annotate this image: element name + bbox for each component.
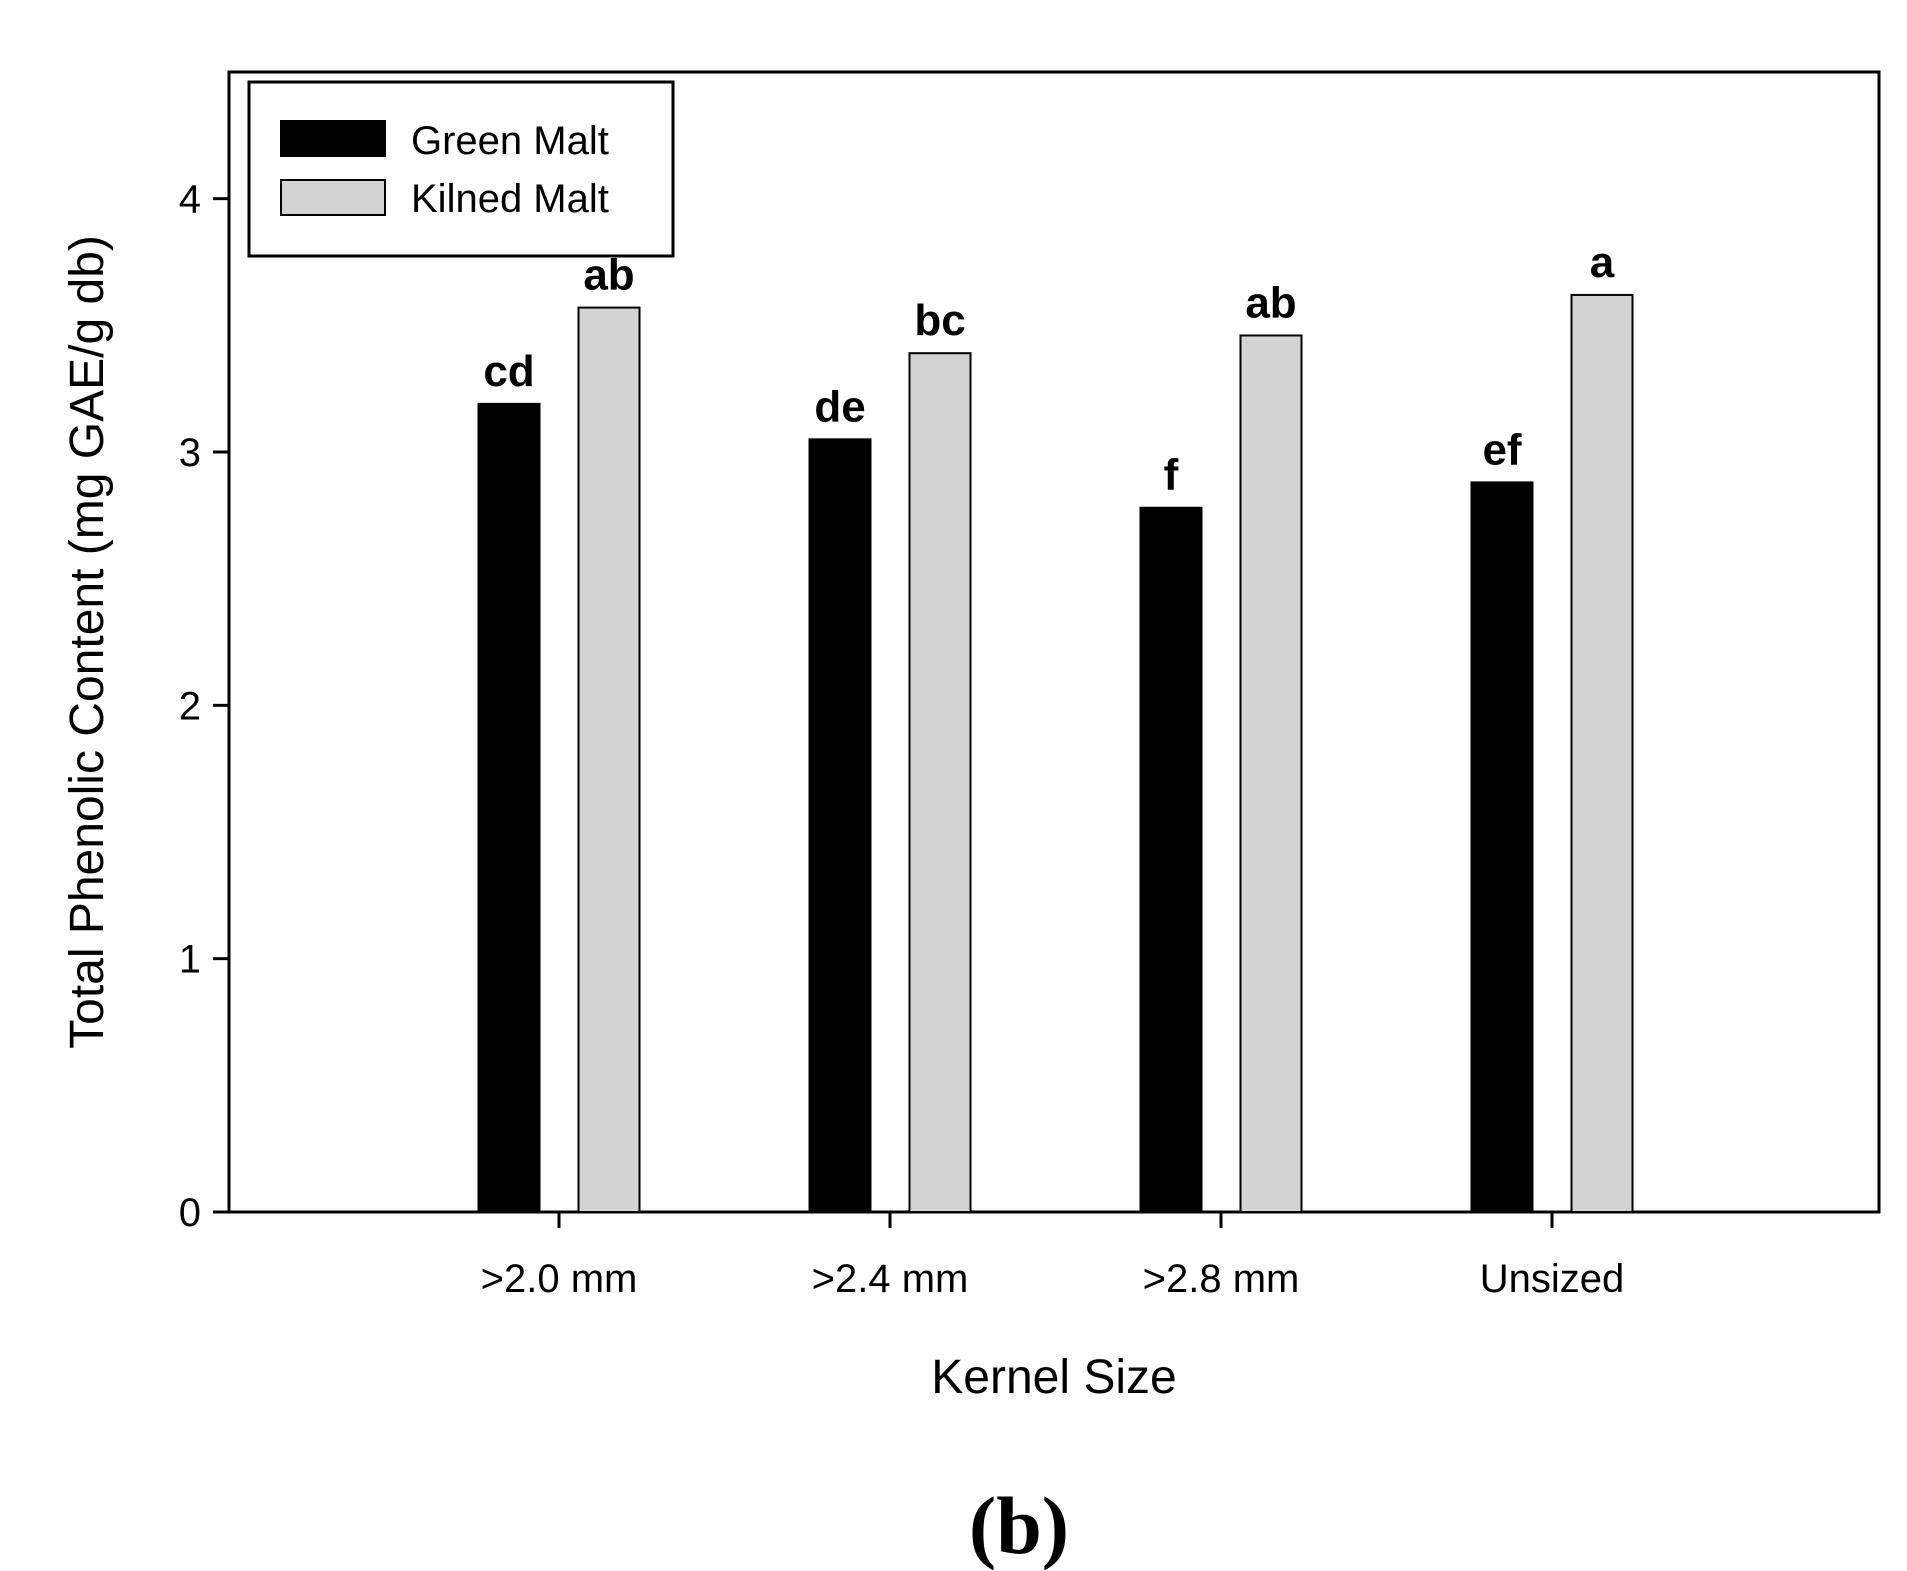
x-axis: >2.0 mm >2.4 mm >2.8 mm Unsized <box>481 1212 1625 1301</box>
bar-kilned-malt <box>577 306 641 1214</box>
significance-letter: ab <box>1245 278 1296 327</box>
y-tick-label: 2 <box>179 684 201 728</box>
y-tick-label: 0 <box>179 1191 201 1235</box>
y-tick-label: 1 <box>179 938 201 982</box>
bar-green-malt <box>1139 506 1203 1213</box>
significance-letter: de <box>814 382 865 431</box>
x-tick-label: >2.0 mm <box>481 1257 638 1301</box>
x-axis-label: Kernel Size <box>931 1351 1176 1404</box>
plot-frame <box>227 70 1881 1214</box>
y-tick-label: 3 <box>179 431 201 475</box>
legend-label-green-malt: Green Malt <box>411 119 609 163</box>
x-tick-label: >2.4 mm <box>812 1257 969 1301</box>
x-tick-label: >2.8 mm <box>1143 1257 1300 1301</box>
legend-label-kilned-malt: Kilned Malt <box>411 177 609 221</box>
bars <box>477 293 1634 1214</box>
significance-letter: ef <box>1482 425 1521 474</box>
bar-green-malt <box>1470 481 1534 1213</box>
y-tick-label: 4 <box>179 178 201 222</box>
y-axis-label: Total Phenolic Content (mg GAE/g db) <box>61 235 114 1049</box>
legend-swatch-green-malt <box>280 120 386 157</box>
bar-kilned-malt <box>1570 293 1634 1213</box>
legend: Green Malt Kilned Malt <box>247 80 675 258</box>
legend-box <box>247 80 675 258</box>
significance-letter: cd <box>483 347 534 396</box>
legend-swatch-kilned-malt <box>280 179 386 216</box>
bar-kilned-malt <box>908 352 972 1213</box>
significance-letter: ab <box>583 251 634 300</box>
significance-letter: bc <box>914 296 965 345</box>
bar-green-malt <box>808 438 872 1214</box>
panel-label: (b) <box>969 1480 1069 1571</box>
bar-kilned-malt <box>1239 334 1303 1213</box>
significance-letter: f <box>1164 451 1179 500</box>
bar-green-malt <box>477 402 541 1214</box>
y-axis: 0 1 2 3 4 <box>179 178 229 1235</box>
x-tick-label: Unsized <box>1480 1257 1625 1301</box>
significance-letter: a <box>1590 238 1615 287</box>
